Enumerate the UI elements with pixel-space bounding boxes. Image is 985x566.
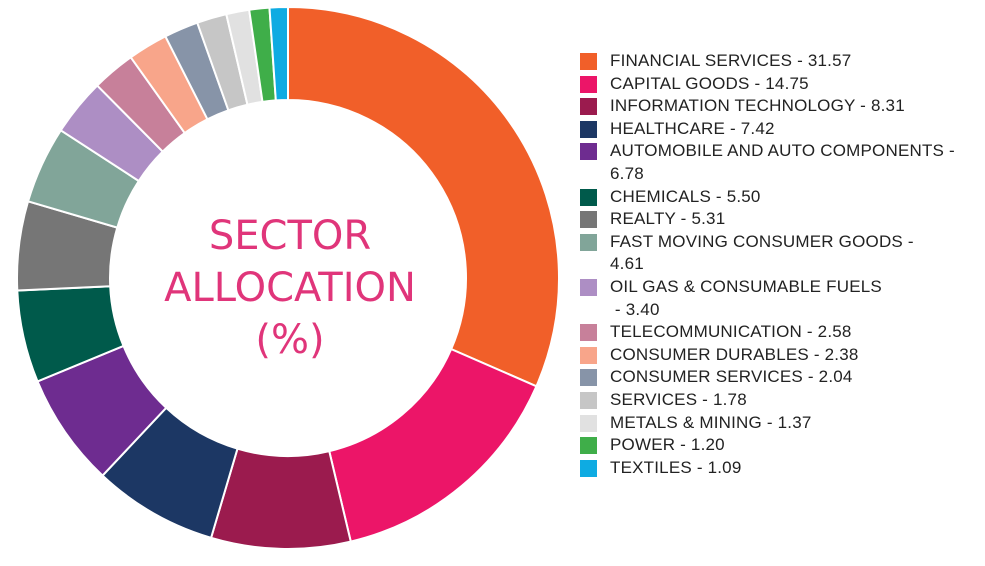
legend-label: FAST MOVING CONSUMER GOODS - [610, 231, 914, 251]
legend-label: 6.78 [610, 163, 644, 183]
legend-item: FAST MOVING CONSUMER GOODS - 4.61 [580, 231, 980, 276]
legend-item: CHEMICALS - 5.50 [580, 186, 980, 209]
legend: FINANCIAL SERVICES - 31.57 CAPITAL GOODS … [580, 50, 980, 479]
legend-item: TEXTILES - 1.09 [580, 457, 980, 480]
legend-label: CONSUMER SERVICES - 2.04 [610, 367, 853, 387]
legend-label: POWER - 1.20 [610, 435, 725, 455]
legend-swatch [580, 324, 597, 342]
legend-swatch [580, 211, 597, 229]
chart-title-line-3: (%) [255, 317, 325, 363]
legend-swatch [580, 53, 597, 70]
legend-label: 4.61 [610, 254, 644, 274]
legend-label: REALTY - 5.31 [610, 209, 726, 229]
legend-swatch [580, 459, 597, 477]
legend-swatch [580, 233, 597, 251]
legend-label: SERVICES - 1.78 [610, 389, 747, 409]
donut-slice-1 [287, 5, 560, 388]
legend-swatch [580, 414, 597, 432]
legend-swatch [580, 188, 597, 206]
legend-swatch [580, 75, 597, 93]
legend-swatch [580, 346, 597, 364]
legend-label: CAPITAL GOODS - 14.75 [610, 73, 809, 93]
legend-item: CAPITAL GOODS - 14.75 [580, 73, 980, 96]
legend-label: INFORMATION TECHNOLOGY - 8.31 [610, 96, 905, 116]
legend-swatch [580, 278, 597, 296]
legend-label: CHEMICALS - 5.50 [610, 186, 761, 206]
legend-swatch [580, 98, 597, 116]
legend-label: OIL GAS & CONSUMABLE FUELS [610, 276, 882, 296]
legend-label: FINANCIAL SERVICES - 31.57 [610, 51, 852, 70]
legend-item: INFORMATION TECHNOLOGY - 8.31 [580, 95, 980, 118]
legend-label: TELECOMMUNICATION - 2.58 [610, 322, 852, 342]
legend-swatch [580, 143, 597, 161]
legend-item: METALS & MINING - 1.37 [580, 412, 980, 435]
legend-swatch [580, 120, 597, 138]
legend-swatch [580, 391, 597, 409]
legend-label: CONSUMER DURABLES - 2.38 [610, 344, 859, 364]
legend-item: CONSUMER DURABLES - 2.38 [580, 344, 980, 367]
legend-swatch [580, 437, 597, 455]
legend-item: CONSUMER SERVICES - 2.04 [580, 366, 980, 389]
legend-item: FINANCIAL SERVICES - 31.57 [580, 50, 980, 73]
legend-swatch [580, 369, 597, 387]
legend-label: - 3.40 [610, 299, 660, 319]
legend-label: HEALTHCARE - 7.42 [610, 118, 775, 138]
legend-item: SERVICES - 1.78 [580, 389, 980, 412]
legend-label: AUTOMOBILE AND AUTO COMPONENTS - [610, 141, 955, 161]
legend-item: AUTOMOBILE AND AUTO COMPONENTS -6.78 [580, 140, 980, 185]
legend-label: METALS & MINING - 1.37 [610, 412, 812, 432]
chart-title: SECTOR ALLOCATION (%) [150, 210, 430, 366]
legend-item: TELECOMMUNICATION - 2.58 [580, 321, 980, 344]
chart-title-line-2: ALLOCATION [164, 265, 416, 311]
legend-item: OIL GAS & CONSUMABLE FUELS - 3.40 [580, 276, 980, 321]
legend-item: HEALTHCARE - 7.42 [580, 118, 980, 141]
chart-title-line-1: SECTOR [208, 213, 372, 259]
legend-item: REALTY - 5.31 [580, 208, 980, 231]
donut-slice-2 [328, 347, 538, 543]
donut-slice-16 [268, 5, 289, 102]
legend-label: TEXTILES - 1.09 [610, 457, 742, 477]
legend-item: POWER - 1.20 [580, 434, 980, 457]
